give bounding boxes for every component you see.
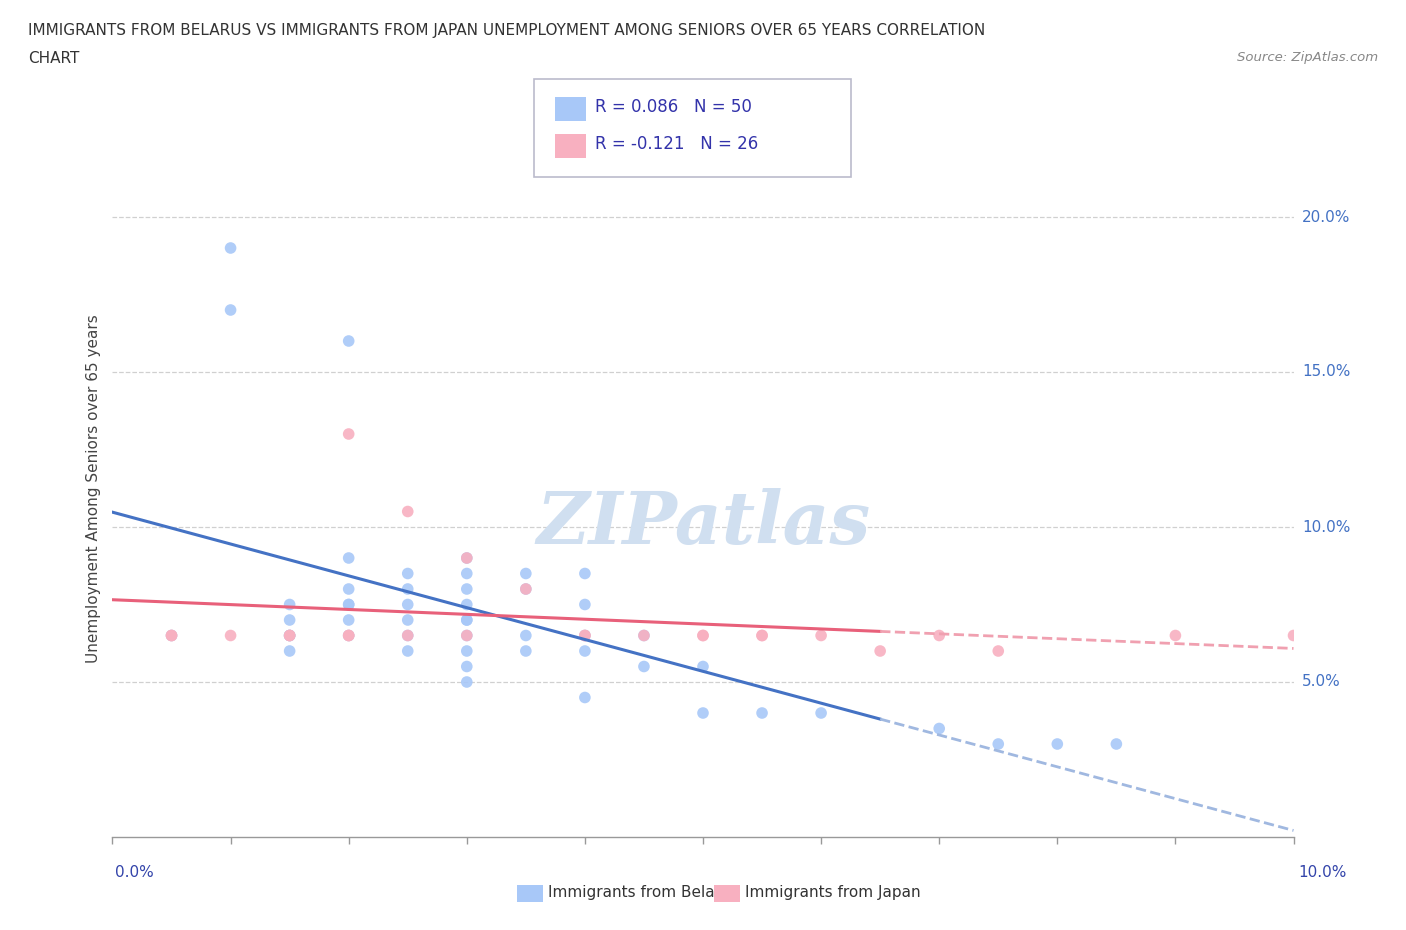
Point (456, 597, 478, 612)
Point (396, 597, 419, 612)
Point (278, 628, 301, 643)
Text: 0.0%: 0.0% (115, 865, 155, 880)
Point (456, 659, 478, 674)
Point (160, 628, 183, 643)
Point (751, 628, 773, 643)
Text: R = 0.086   N = 50: R = 0.086 N = 50 (595, 98, 752, 116)
Point (1046, 737, 1069, 751)
Text: 15.0%: 15.0% (1302, 365, 1350, 379)
Point (337, 628, 360, 643)
Point (337, 628, 360, 643)
Point (987, 644, 1010, 658)
Point (160, 628, 183, 643)
Point (278, 628, 301, 643)
Point (396, 613, 419, 628)
Point (574, 597, 596, 612)
Point (574, 628, 596, 643)
Point (219, 628, 242, 643)
Text: 10.0%: 10.0% (1299, 865, 1347, 880)
Text: 10.0%: 10.0% (1302, 520, 1350, 535)
Text: Immigrants from Japan: Immigrants from Japan (745, 885, 921, 900)
Point (337, 334, 360, 349)
Point (456, 551, 478, 565)
Point (810, 706, 832, 721)
Point (337, 551, 360, 565)
Point (574, 628, 596, 643)
Point (869, 644, 891, 658)
Point (219, 302, 242, 317)
Text: 5.0%: 5.0% (1302, 674, 1340, 689)
Point (337, 581, 360, 596)
Point (515, 581, 537, 596)
Point (751, 706, 773, 721)
Point (456, 674, 478, 689)
Point (515, 628, 537, 643)
Point (515, 644, 537, 658)
Point (515, 581, 537, 596)
Text: Source: ZipAtlas.com: Source: ZipAtlas.com (1237, 51, 1378, 64)
Point (692, 706, 714, 721)
Text: R = -0.121   N = 26: R = -0.121 N = 26 (595, 135, 758, 153)
Point (987, 737, 1010, 751)
Point (396, 504, 419, 519)
Point (219, 241, 242, 256)
Point (1282, 628, 1305, 643)
Point (692, 628, 714, 643)
Point (456, 613, 478, 628)
Point (396, 566, 419, 581)
Point (751, 628, 773, 643)
Point (1164, 628, 1187, 643)
Point (337, 427, 360, 442)
Point (574, 690, 596, 705)
Point (396, 628, 419, 643)
Point (515, 566, 537, 581)
Point (396, 628, 419, 643)
Text: Immigrants from Belarus: Immigrants from Belarus (548, 885, 740, 900)
Point (928, 628, 950, 643)
Point (278, 613, 301, 628)
Point (692, 659, 714, 674)
Point (456, 613, 478, 628)
Point (337, 597, 360, 612)
Point (456, 566, 478, 581)
Y-axis label: Unemployment Among Seniors over 65 years: Unemployment Among Seniors over 65 years (86, 314, 101, 662)
Text: ZIPatlas: ZIPatlas (536, 487, 870, 559)
Point (337, 628, 360, 643)
Point (456, 581, 478, 596)
Point (928, 721, 950, 736)
Point (574, 566, 596, 581)
Text: 20.0%: 20.0% (1302, 209, 1350, 224)
Point (633, 659, 655, 674)
Point (574, 628, 596, 643)
Point (278, 644, 301, 658)
Point (692, 628, 714, 643)
Point (633, 628, 655, 643)
Point (160, 628, 183, 643)
Point (278, 628, 301, 643)
Point (456, 551, 478, 565)
Point (278, 597, 301, 612)
Point (278, 628, 301, 643)
Text: IMMIGRANTS FROM BELARUS VS IMMIGRANTS FROM JAPAN UNEMPLOYMENT AMONG SENIORS OVER: IMMIGRANTS FROM BELARUS VS IMMIGRANTS FR… (28, 23, 986, 38)
Point (456, 628, 478, 643)
Point (1105, 737, 1128, 751)
Point (456, 628, 478, 643)
Point (633, 628, 655, 643)
Text: CHART: CHART (28, 51, 80, 66)
Point (456, 644, 478, 658)
Point (337, 613, 360, 628)
Point (337, 597, 360, 612)
Point (574, 644, 596, 658)
Point (396, 644, 419, 658)
Point (810, 628, 832, 643)
Point (396, 581, 419, 596)
